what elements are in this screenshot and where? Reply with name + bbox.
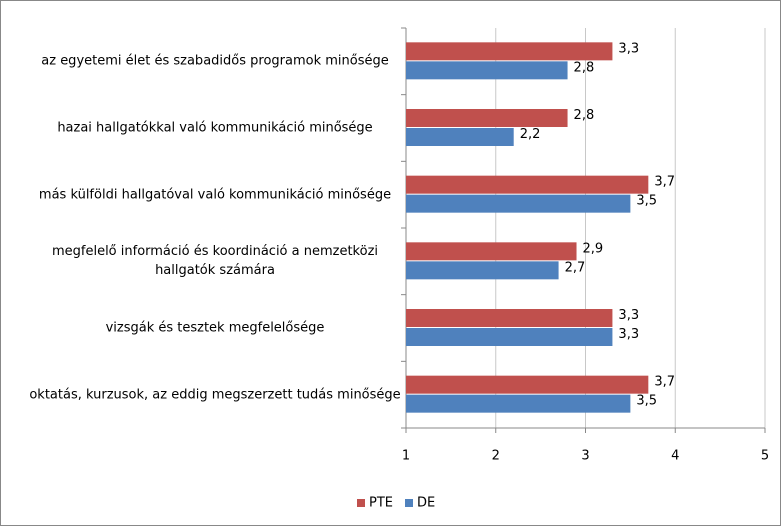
x-tick-label: 2 — [492, 449, 500, 464]
data-label: 2,8 — [574, 60, 595, 75]
x-tick-label: 5 — [761, 449, 769, 464]
bar — [406, 61, 568, 80]
bar — [406, 394, 631, 413]
data-label: 3,5 — [636, 394, 657, 409]
data-label: 3,3 — [618, 41, 639, 56]
bar — [406, 328, 613, 346]
data-label: 3,7 — [654, 175, 675, 190]
category-label: hazai hallgatókkal való kommunikáció min… — [57, 120, 373, 136]
data-label: 2,7 — [565, 260, 586, 275]
data-label: 3,5 — [636, 194, 657, 209]
category-label: megfelelő információ és koordináció a ne… — [51, 244, 379, 279]
bar — [406, 42, 613, 61]
data-label: 3,7 — [654, 375, 675, 390]
bar — [406, 375, 649, 394]
data-label: 3,3 — [618, 327, 639, 342]
bar — [406, 175, 649, 194]
category-label: más külföldi hallgatóval való kommunikác… — [38, 187, 392, 203]
category-label: oktatás, kurzusok, az eddig megszerzett … — [29, 387, 401, 403]
category-label: az egyetemi élet és szabadidős programok… — [41, 53, 389, 69]
bar — [406, 261, 559, 280]
bar — [406, 109, 568, 127]
x-tick-label: 4 — [671, 449, 679, 464]
data-label: 2,9 — [583, 241, 604, 256]
legend-label: PTE — [369, 496, 393, 511]
x-tick-label: 1 — [402, 449, 410, 464]
legend-swatch — [405, 499, 413, 507]
bar — [406, 309, 613, 327]
data-label: 3,3 — [618, 308, 639, 323]
bar — [406, 242, 577, 261]
data-label: 2,2 — [520, 127, 541, 142]
bar — [406, 128, 514, 146]
bar — [406, 194, 631, 213]
legend-swatch — [357, 499, 365, 507]
x-tick-label: 3 — [581, 449, 589, 464]
category-label: vizsgák és tesztek megfelelősége — [105, 320, 325, 336]
legend-label: DE — [417, 496, 435, 511]
data-label: 2,8 — [574, 108, 595, 123]
